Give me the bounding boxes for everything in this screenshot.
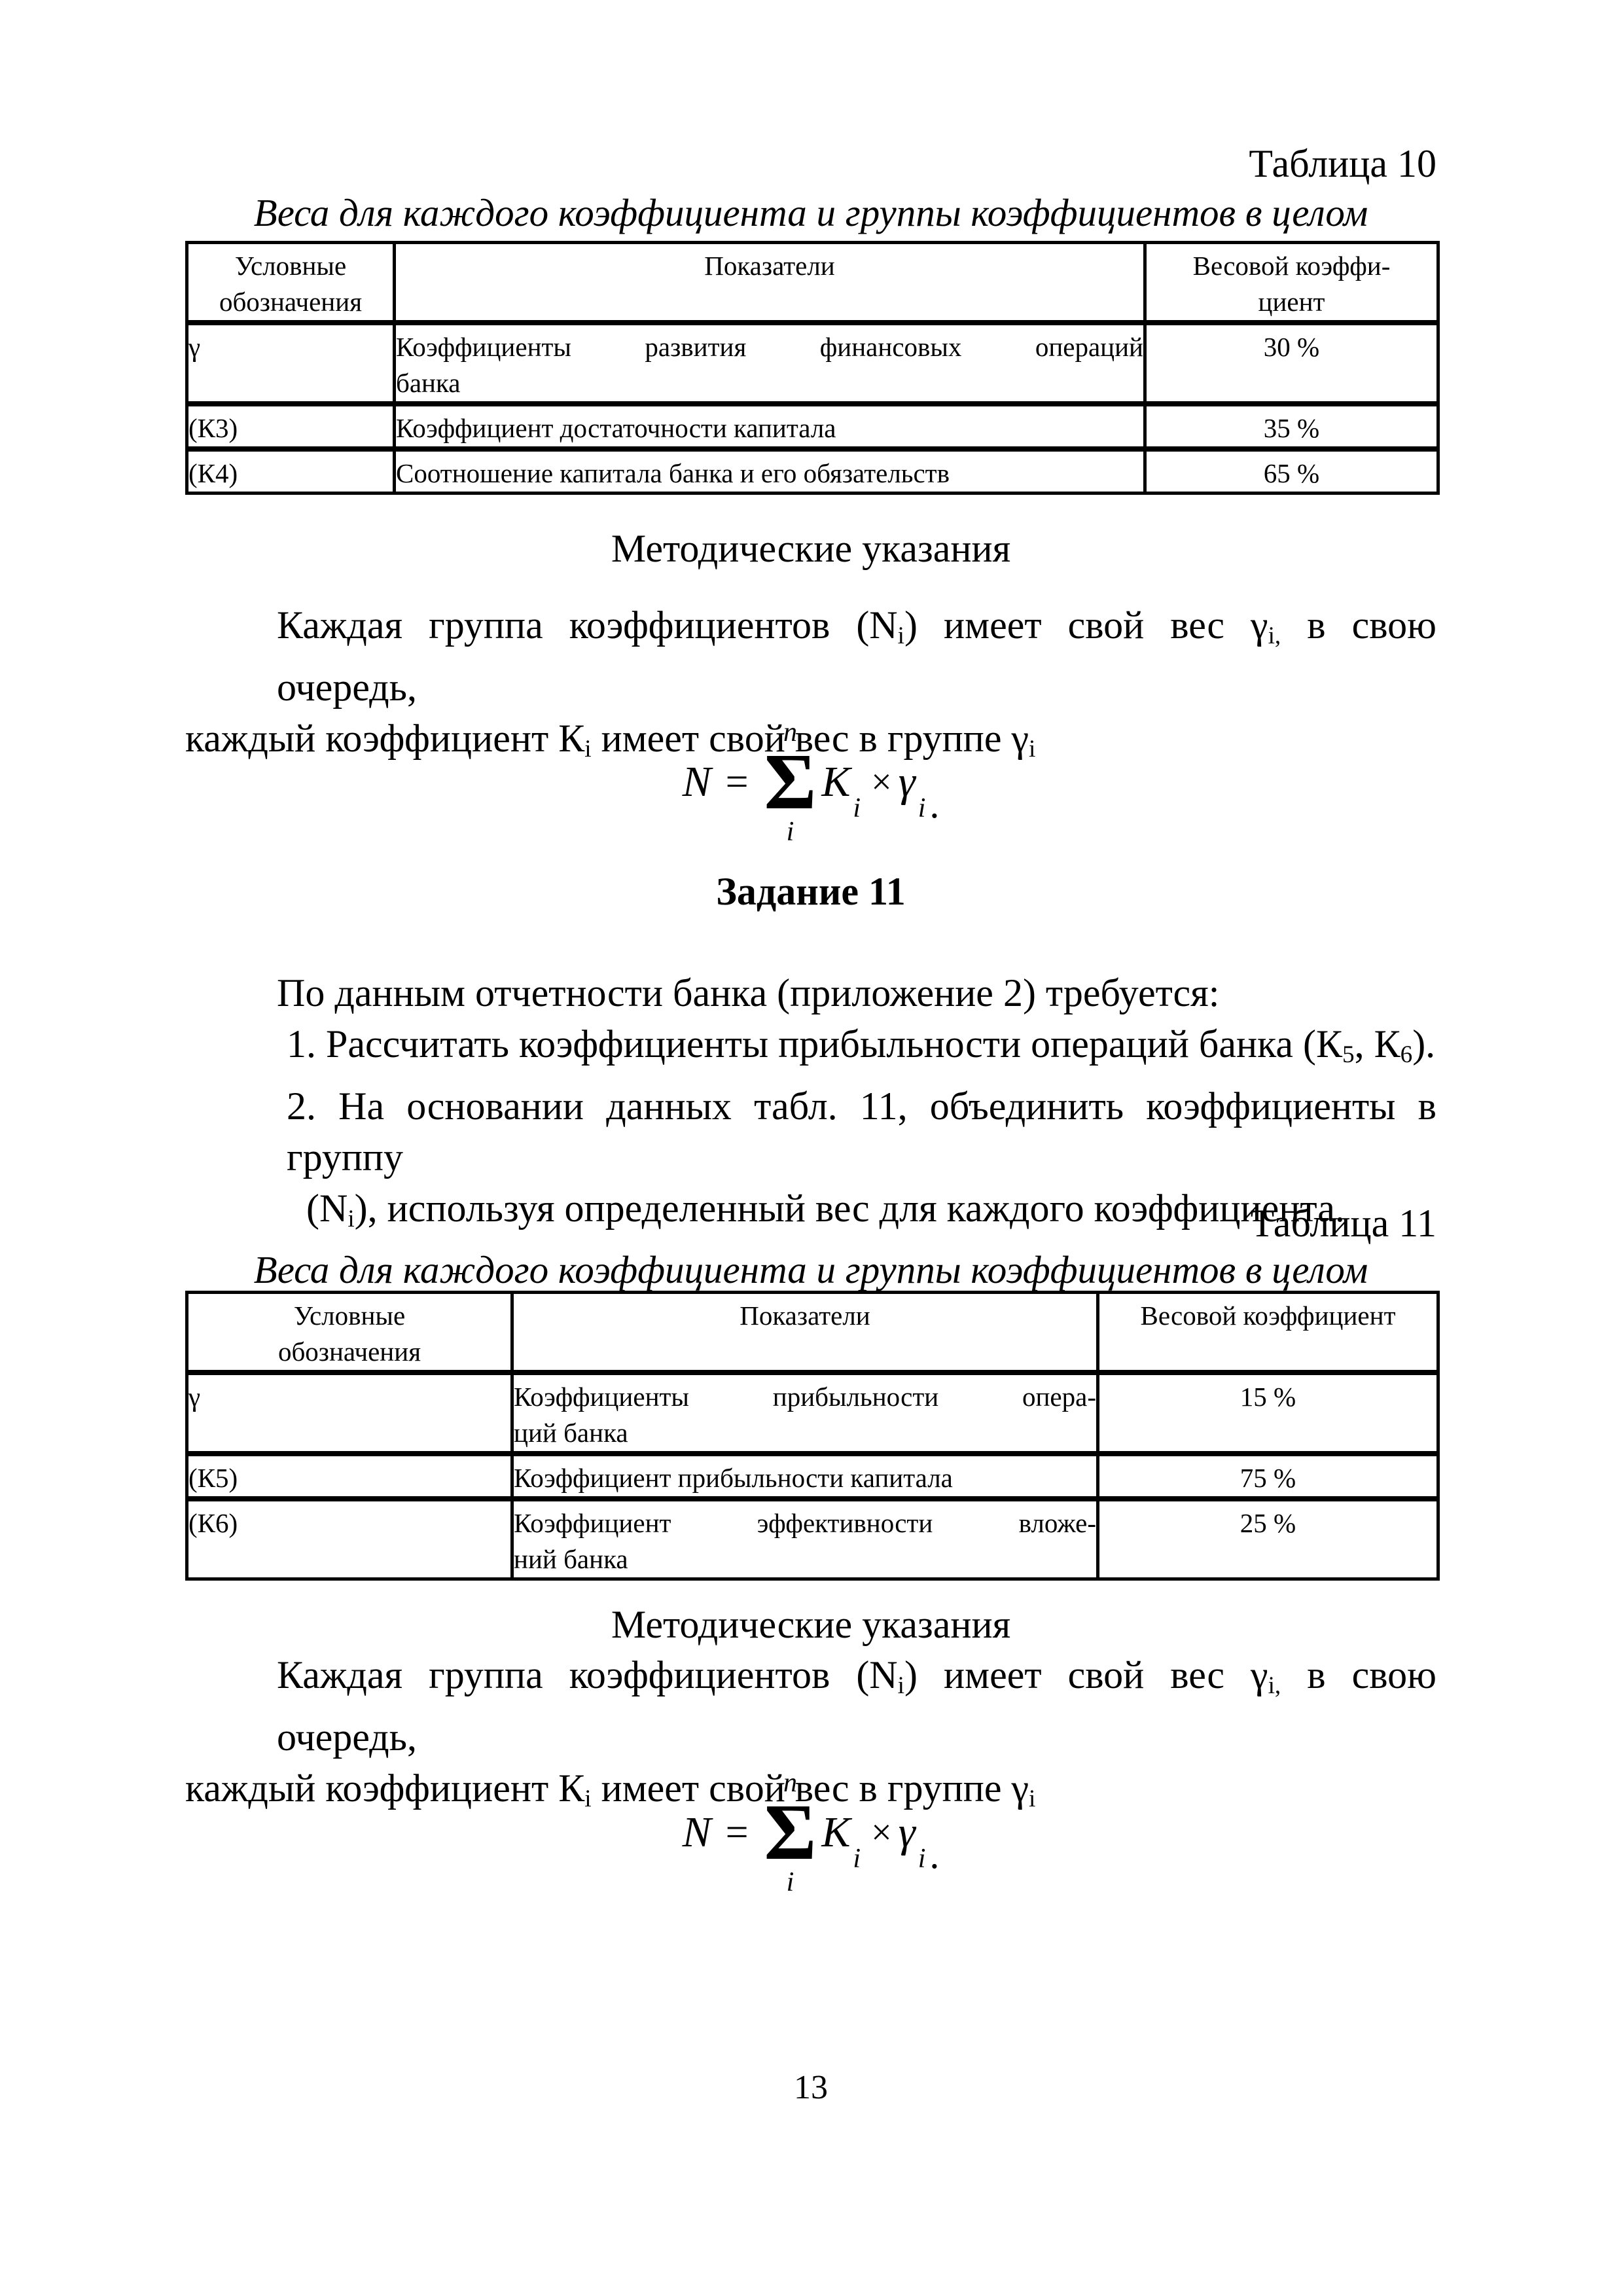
table11-header-symbols: Условные обозначения — [185, 1291, 514, 1375]
method-heading-1: Методические указания — [611, 527, 1011, 570]
equals-sign: = — [725, 760, 749, 804]
task-item-2-line-1: 2. На основании данных табл. 11, объедин… — [287, 1085, 1436, 1179]
formula-gamma: γ — [898, 758, 916, 806]
formula-period: . — [929, 1833, 940, 1876]
page-number: 13 — [794, 2069, 828, 2106]
multiply-sign: × — [871, 1812, 892, 1853]
table10-label: Таблица 10 — [1249, 142, 1436, 185]
row-symbol: (К5) — [185, 1451, 514, 1501]
table10-header-symbols: Условные обозначения — [185, 241, 396, 325]
table-row: γ Коэффициенты прибыльности опера-ций ба… — [185, 1371, 1440, 1456]
row-weight: 65 % — [1143, 446, 1440, 495]
sum-formula-2: N = n Σ i K i × γ i . — [185, 1764, 1436, 1901]
row-indicator: Соотношение капитала банка и его обязате… — [393, 446, 1147, 495]
table11-label: Таблица 11 — [1250, 1202, 1436, 1245]
row-weight: 15 % — [1096, 1371, 1440, 1456]
equals-sign: = — [725, 1810, 749, 1855]
sum-upper-limit: n — [783, 717, 797, 747]
sum-lower-limit: i — [786, 1867, 794, 1897]
sum-lower-limit: i — [786, 816, 794, 847]
formula-k-subscript: i — [853, 1844, 861, 1874]
formula-gamma: γ — [898, 1808, 916, 1856]
sigma-with-limits: n Σ i — [764, 717, 817, 848]
row-weight: 25 % — [1096, 1496, 1440, 1581]
row-indicator: Коэффициент достаточности капитала — [393, 401, 1147, 451]
sigma-with-limits: n Σ i — [764, 1767, 817, 1898]
paragraph-line: каждый коэффициент Кi имеет свой вес в г… — [185, 717, 1036, 763]
table-row: (К6) Коэффициент эффективности вложе-ний… — [185, 1496, 1440, 1581]
table10-header-row: Условные обозначения Показатели Весовой к… — [185, 241, 1440, 325]
paragraph-line: каждый коэффициент Кi имеет свой вес в г… — [185, 1767, 1036, 1813]
row-symbol: (К4) — [185, 446, 396, 495]
table-row: (К5) Коэффициент прибыльности капитала 7… — [185, 1451, 1440, 1501]
formula-period: . — [929, 783, 940, 826]
formula-k: K — [821, 758, 851, 806]
sum-formula-1: N = n Σ i K i × γ i . — [185, 713, 1436, 851]
sigma-icon: Σ — [764, 738, 817, 827]
method-paragraph-2: Каждая группа коэффициентов (Ni) имеет с… — [185, 1649, 1436, 1825]
formula-gamma-subscript: i — [918, 1844, 926, 1874]
task-heading: Задание 11 — [716, 870, 906, 913]
task-item-2-line-2: (Ni), используя определенный вес для каж… — [306, 1187, 1345, 1233]
row-symbol: γ — [185, 321, 396, 406]
row-indicator: Коэффициент эффективности вложе-ний банк… — [510, 1496, 1099, 1581]
sigma-icon: Σ — [764, 1788, 817, 1877]
table10-header-indicators: Показатели — [393, 241, 1147, 325]
table11-header-row: Условные обозначения Показатели Весовой к… — [185, 1291, 1440, 1375]
method-paragraph-1: Каждая группа коэффициентов (Ni) имеет с… — [185, 600, 1436, 775]
row-symbol: γ — [185, 1371, 514, 1456]
formula-n: N — [682, 1808, 711, 1856]
table10-wrapper: Условные обозначения Показатели Весовой к… — [185, 241, 1440, 495]
table-row: (К3) Коэффициент достаточности капитала … — [185, 401, 1440, 451]
row-indicator: Коэффициент прибыльности капитала — [510, 1451, 1099, 1501]
table11-title: Веса для каждого коэффициента и группы к… — [253, 1248, 1368, 1291]
table11-header-indicators: Показатели — [510, 1291, 1099, 1375]
method-heading-2: Методические указания — [611, 1603, 1011, 1646]
task-intro: По данным отчетности банка (приложение 2… — [277, 971, 1220, 1014]
table11-header-weight: Весовой коэффициент — [1096, 1291, 1440, 1375]
table11-wrapper: Условные обозначения Показатели Весовой к… — [185, 1291, 1440, 1581]
multiply-sign: × — [871, 762, 892, 802]
formula-k-subscript: i — [853, 793, 861, 823]
formula-n: N — [682, 758, 711, 806]
formula-k: K — [821, 1808, 851, 1856]
paragraph-line: Каждая группа коэффициентов (Ni) имеет с… — [277, 1653, 1436, 1759]
row-weight: 30 % — [1143, 321, 1440, 406]
row-weight: 75 % — [1096, 1451, 1440, 1501]
table10: Условные обозначения Показатели Весовой к… — [185, 241, 1440, 495]
row-indicator: Коэффициенты развития финансовых операци… — [393, 321, 1147, 406]
table-row: γ Коэффициенты развития финансовых опера… — [185, 321, 1440, 406]
row-symbol: (К3) — [185, 401, 396, 451]
task-body: По данным отчетности банка (приложение 2… — [185, 967, 1436, 1245]
formula-gamma-subscript: i — [918, 793, 926, 823]
row-weight: 35 % — [1143, 401, 1440, 451]
sum-upper-limit: n — [783, 1767, 797, 1798]
paragraph-line: Каждая группа коэффициентов (Ni) имеет с… — [277, 603, 1436, 709]
table10-title: Веса для каждого коэффициента и группы к… — [253, 191, 1368, 234]
task-item-1: 1. Рассчитать коэффициенты прибыльности … — [287, 1022, 1436, 1069]
row-indicator: Коэффициенты прибыльности опера-ций банк… — [510, 1371, 1099, 1456]
table-row: (К4) Соотношение капитала банка и его об… — [185, 446, 1440, 495]
table11: Условные обозначения Показатели Весовой к… — [185, 1291, 1440, 1581]
row-symbol: (К6) — [185, 1496, 514, 1581]
table10-header-weight: Весовой коэффи-циент — [1143, 241, 1440, 325]
